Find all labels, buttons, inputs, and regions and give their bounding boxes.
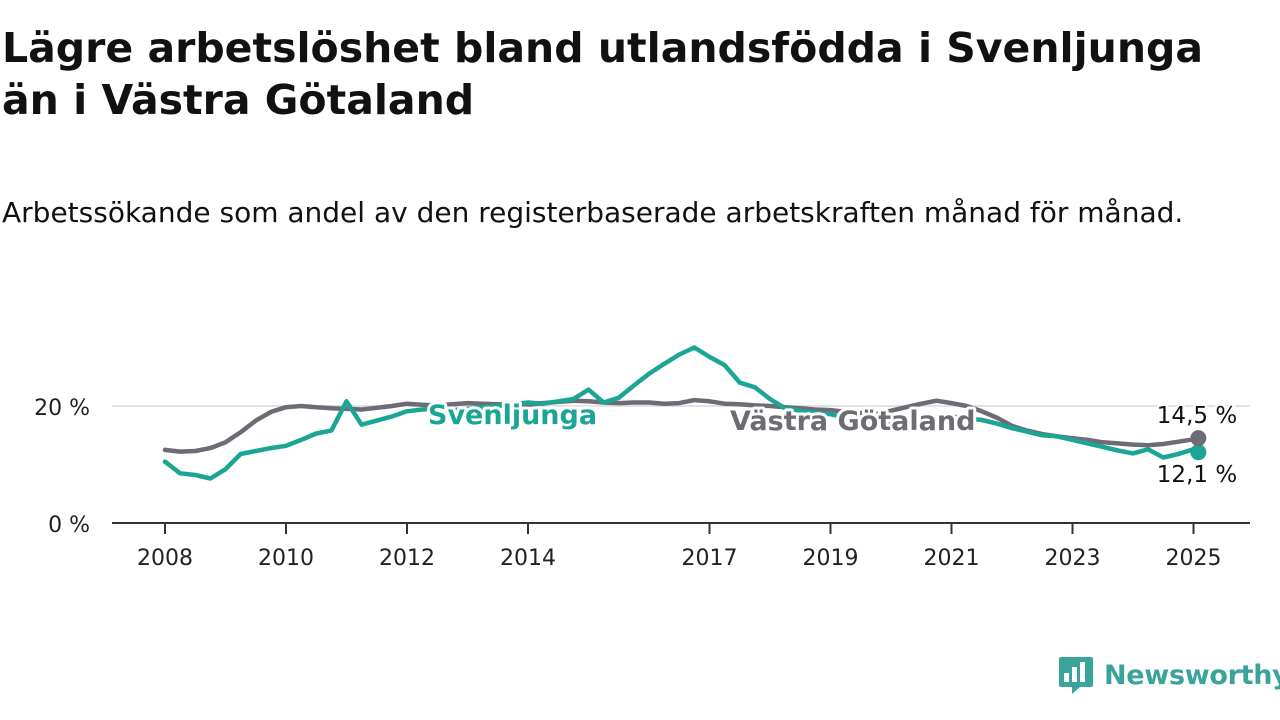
end-label-vastra: 14,5 % (1157, 403, 1237, 429)
line-chart: 0 % 20 % 2008 2010 2012 2014 2017 2019 2021 2023… (34, 345, 1250, 571)
series-labels: Svenljunga Västra Götaland (425, 397, 978, 440)
bar-chart-icon (1059, 657, 1093, 694)
x-tick-label: 2012 (379, 546, 435, 571)
end-point-svenljunga (1190, 444, 1207, 461)
x-axis: 2008 2010 2012 2014 2017 2019 2021 2023 2025 (112, 522, 1250, 571)
x-tick-label: 2023 (1045, 546, 1101, 571)
x-tick-label: 2025 (1166, 546, 1222, 571)
y-tick-label: 0 % (48, 513, 90, 538)
x-tick-label: 2014 (500, 546, 556, 571)
series-label-vastra: Västra Götaland (730, 406, 975, 437)
series-line-svenljunga (162, 345, 1201, 481)
y-tick-label: 20 % (34, 396, 90, 421)
series-lines (162, 345, 1201, 481)
x-tick-label: 2008 (137, 546, 193, 571)
end-point-vastra (1190, 430, 1207, 447)
end-label-svenljunga: 12,1 % (1157, 462, 1237, 488)
x-tick-label: 2019 (803, 546, 859, 571)
x-tick-label: 2017 (682, 546, 738, 571)
chart-title: Lägre arbetslöshet bland utlandsfödda i … (2, 24, 1204, 124)
newsworthy-logo: Newsworthy (1058, 655, 1280, 695)
x-tick-label: 2010 (258, 546, 314, 571)
series-label-svenljunga: Svenljunga (428, 400, 597, 431)
end-markers: 12,1 % 14,5 % (1154, 401, 1239, 491)
chart-subtitle: Arbetssökande som andel av den registerb… (2, 196, 1184, 229)
x-tick-label: 2021 (924, 546, 980, 571)
y-axis-labels: 0 % 20 % (34, 396, 90, 538)
series-line-vastra (162, 397, 1201, 454)
brand-name: Newsworthy (1104, 659, 1280, 691)
